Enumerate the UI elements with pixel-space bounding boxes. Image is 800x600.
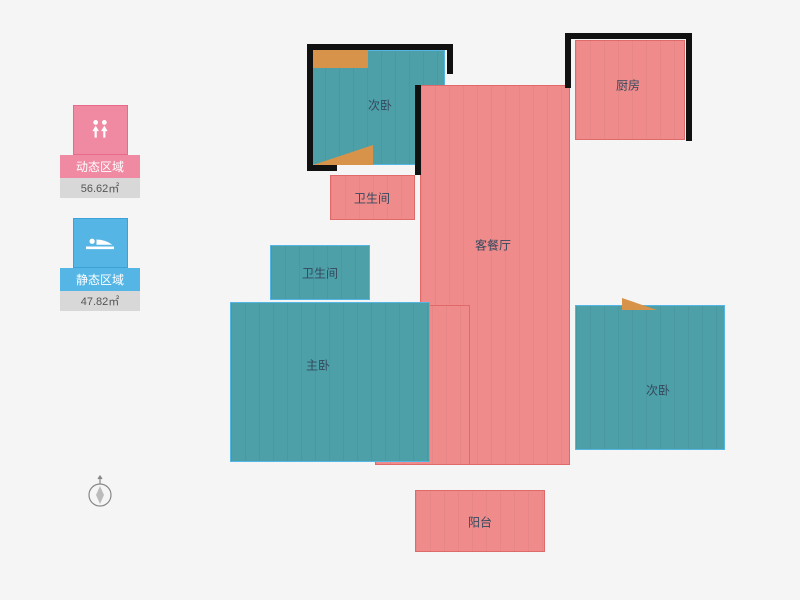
wall-3 <box>447 44 453 74</box>
room-bedroom2_right <box>575 305 725 450</box>
bed-icon <box>86 233 114 253</box>
room-label-bedroom2_right: 次卧 <box>646 382 670 399</box>
people-icon <box>87 117 113 143</box>
room-label-living: 客餐厅 <box>475 237 511 254</box>
wood-accent-1 <box>313 50 368 68</box>
wall-1 <box>307 44 313 170</box>
room-label-balcony: 阳台 <box>468 514 492 531</box>
wood-accent-2 <box>622 298 657 310</box>
legend-dynamic: 动态区域 56.62㎡ <box>60 105 140 198</box>
legend-dynamic-icon <box>73 105 128 155</box>
wall-7 <box>415 85 421 175</box>
room-master <box>230 302 430 462</box>
wall-2 <box>307 165 337 171</box>
legend-dynamic-value: 56.62㎡ <box>60 178 140 198</box>
legend-dynamic-label: 动态区域 <box>60 155 140 178</box>
legend-static-value: 47.82㎡ <box>60 291 140 311</box>
room-label-bedroom2_top: 次卧 <box>368 97 392 114</box>
legend-static: 静态区域 47.82㎡ <box>60 218 140 311</box>
wall-6 <box>686 33 692 141</box>
legend-static-label: 静态区域 <box>60 268 140 291</box>
floorplan: 次卧厨房卫生间卫生间客餐厅主卧次卧阳台 <box>230 30 750 570</box>
wall-5 <box>565 33 690 39</box>
room-label-master: 主卧 <box>306 357 330 374</box>
room-label-bath2: 卫生间 <box>302 265 338 282</box>
wall-4 <box>565 33 571 88</box>
compass-icon <box>85 475 115 505</box>
legend: 动态区域 56.62㎡ 静态区域 47.82㎡ <box>60 105 140 331</box>
room-label-bath1: 卫生间 <box>354 190 390 207</box>
legend-static-icon <box>73 218 128 268</box>
wall-0 <box>307 44 450 50</box>
room-label-kitchen: 厨房 <box>616 77 640 94</box>
